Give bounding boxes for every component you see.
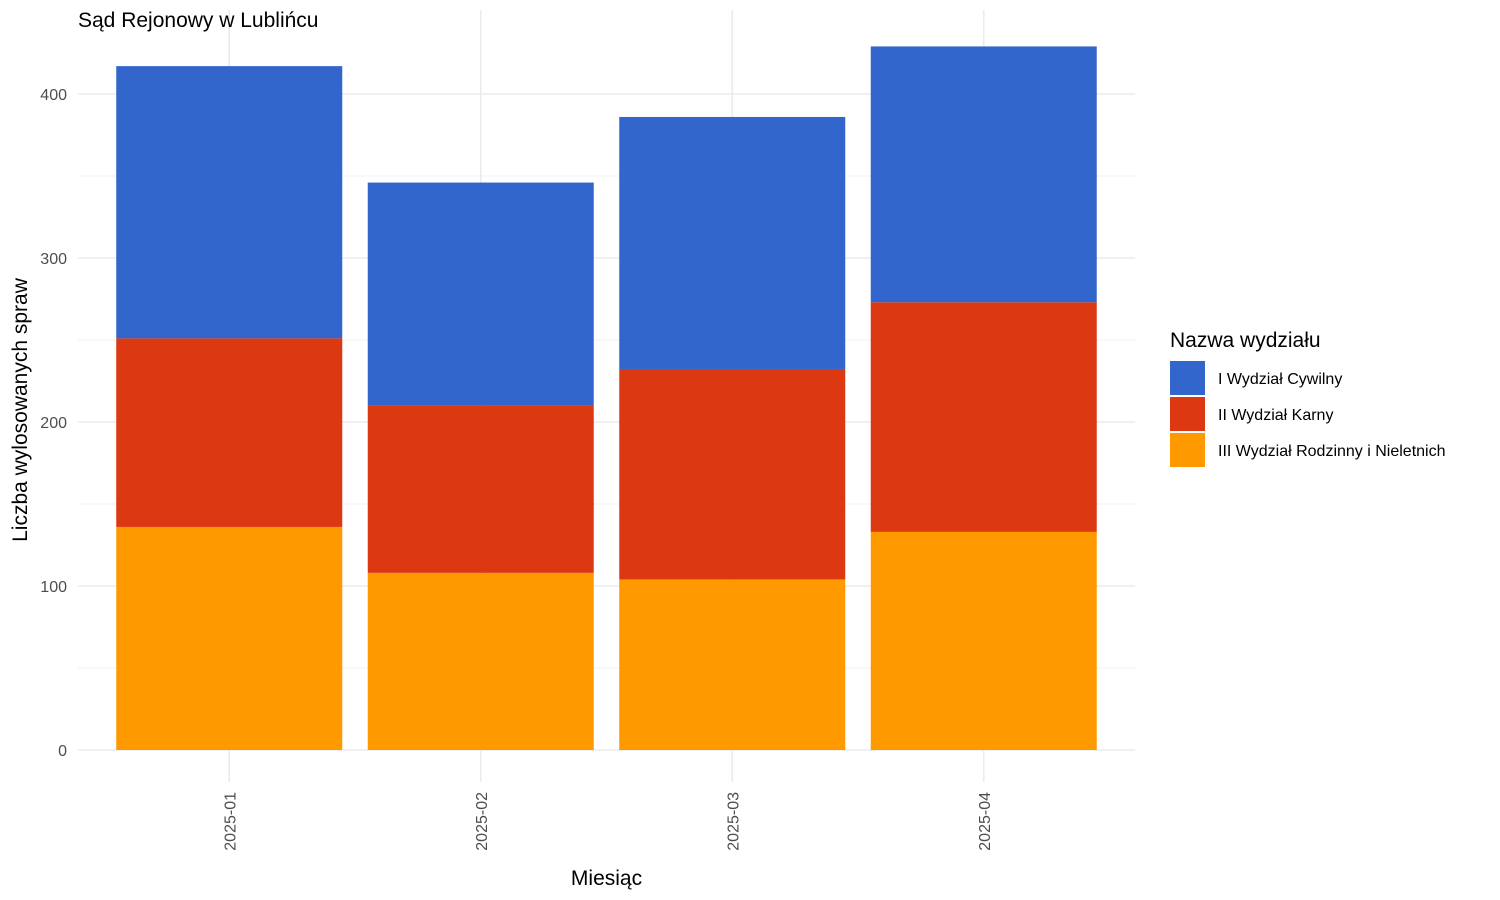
legend-label: I Wydział Cywilny [1218, 371, 1342, 388]
y-tick-label: 100 [40, 579, 67, 596]
x-tick-label: 2025-01 [222, 792, 239, 851]
bar-segment [870, 302, 1097, 532]
bar-segment [116, 66, 343, 339]
y-tick-label: 300 [40, 251, 67, 268]
x-axis-ticks: 2025-01 2025-02 2025-03 2025-04 [222, 792, 994, 851]
bars [116, 46, 1097, 750]
bar-segment [367, 405, 594, 573]
bar-segment [367, 572, 594, 750]
x-axis-title: Miesiąc [571, 867, 642, 890]
legend-items: I Wydział Cywilny II Wydział Karny III Wyd… [1170, 361, 1446, 467]
bar-segment [619, 579, 846, 750]
y-tick-label: 0 [58, 743, 67, 760]
chart-title: Sąd Rejonowy w Lublińcu [78, 9, 318, 32]
x-tick-label: 2025-02 [474, 792, 491, 851]
legend-swatch [1170, 397, 1205, 431]
legend-label: II Wydział Karny [1218, 407, 1333, 424]
legend-swatch [1170, 433, 1205, 467]
bar-segment [619, 369, 846, 580]
legend-label: III Wydział Rodzinny i Nieletnich [1218, 443, 1446, 460]
bar-segment [870, 531, 1097, 750]
bar-segment [619, 116, 846, 370]
bar-segment [116, 338, 343, 527]
bar-segment [870, 46, 1097, 303]
y-axis-ticks: 0 100 200 300 400 [40, 87, 67, 760]
y-tick-label: 200 [40, 415, 67, 432]
y-tick-label: 400 [40, 87, 67, 104]
legend-swatch [1170, 361, 1205, 395]
x-tick-label: 2025-03 [725, 792, 742, 851]
legend-title: Nazwa wydziału [1170, 329, 1321, 352]
legend: Nazwa wydziału I Wydział Cywilny II Wydzi… [1170, 329, 1446, 467]
bar-segment [367, 182, 594, 406]
y-axis-title: Liczba wylosowanych spraw [9, 277, 32, 542]
x-tick-label: 2025-04 [977, 792, 994, 851]
bar-segment [116, 526, 343, 750]
